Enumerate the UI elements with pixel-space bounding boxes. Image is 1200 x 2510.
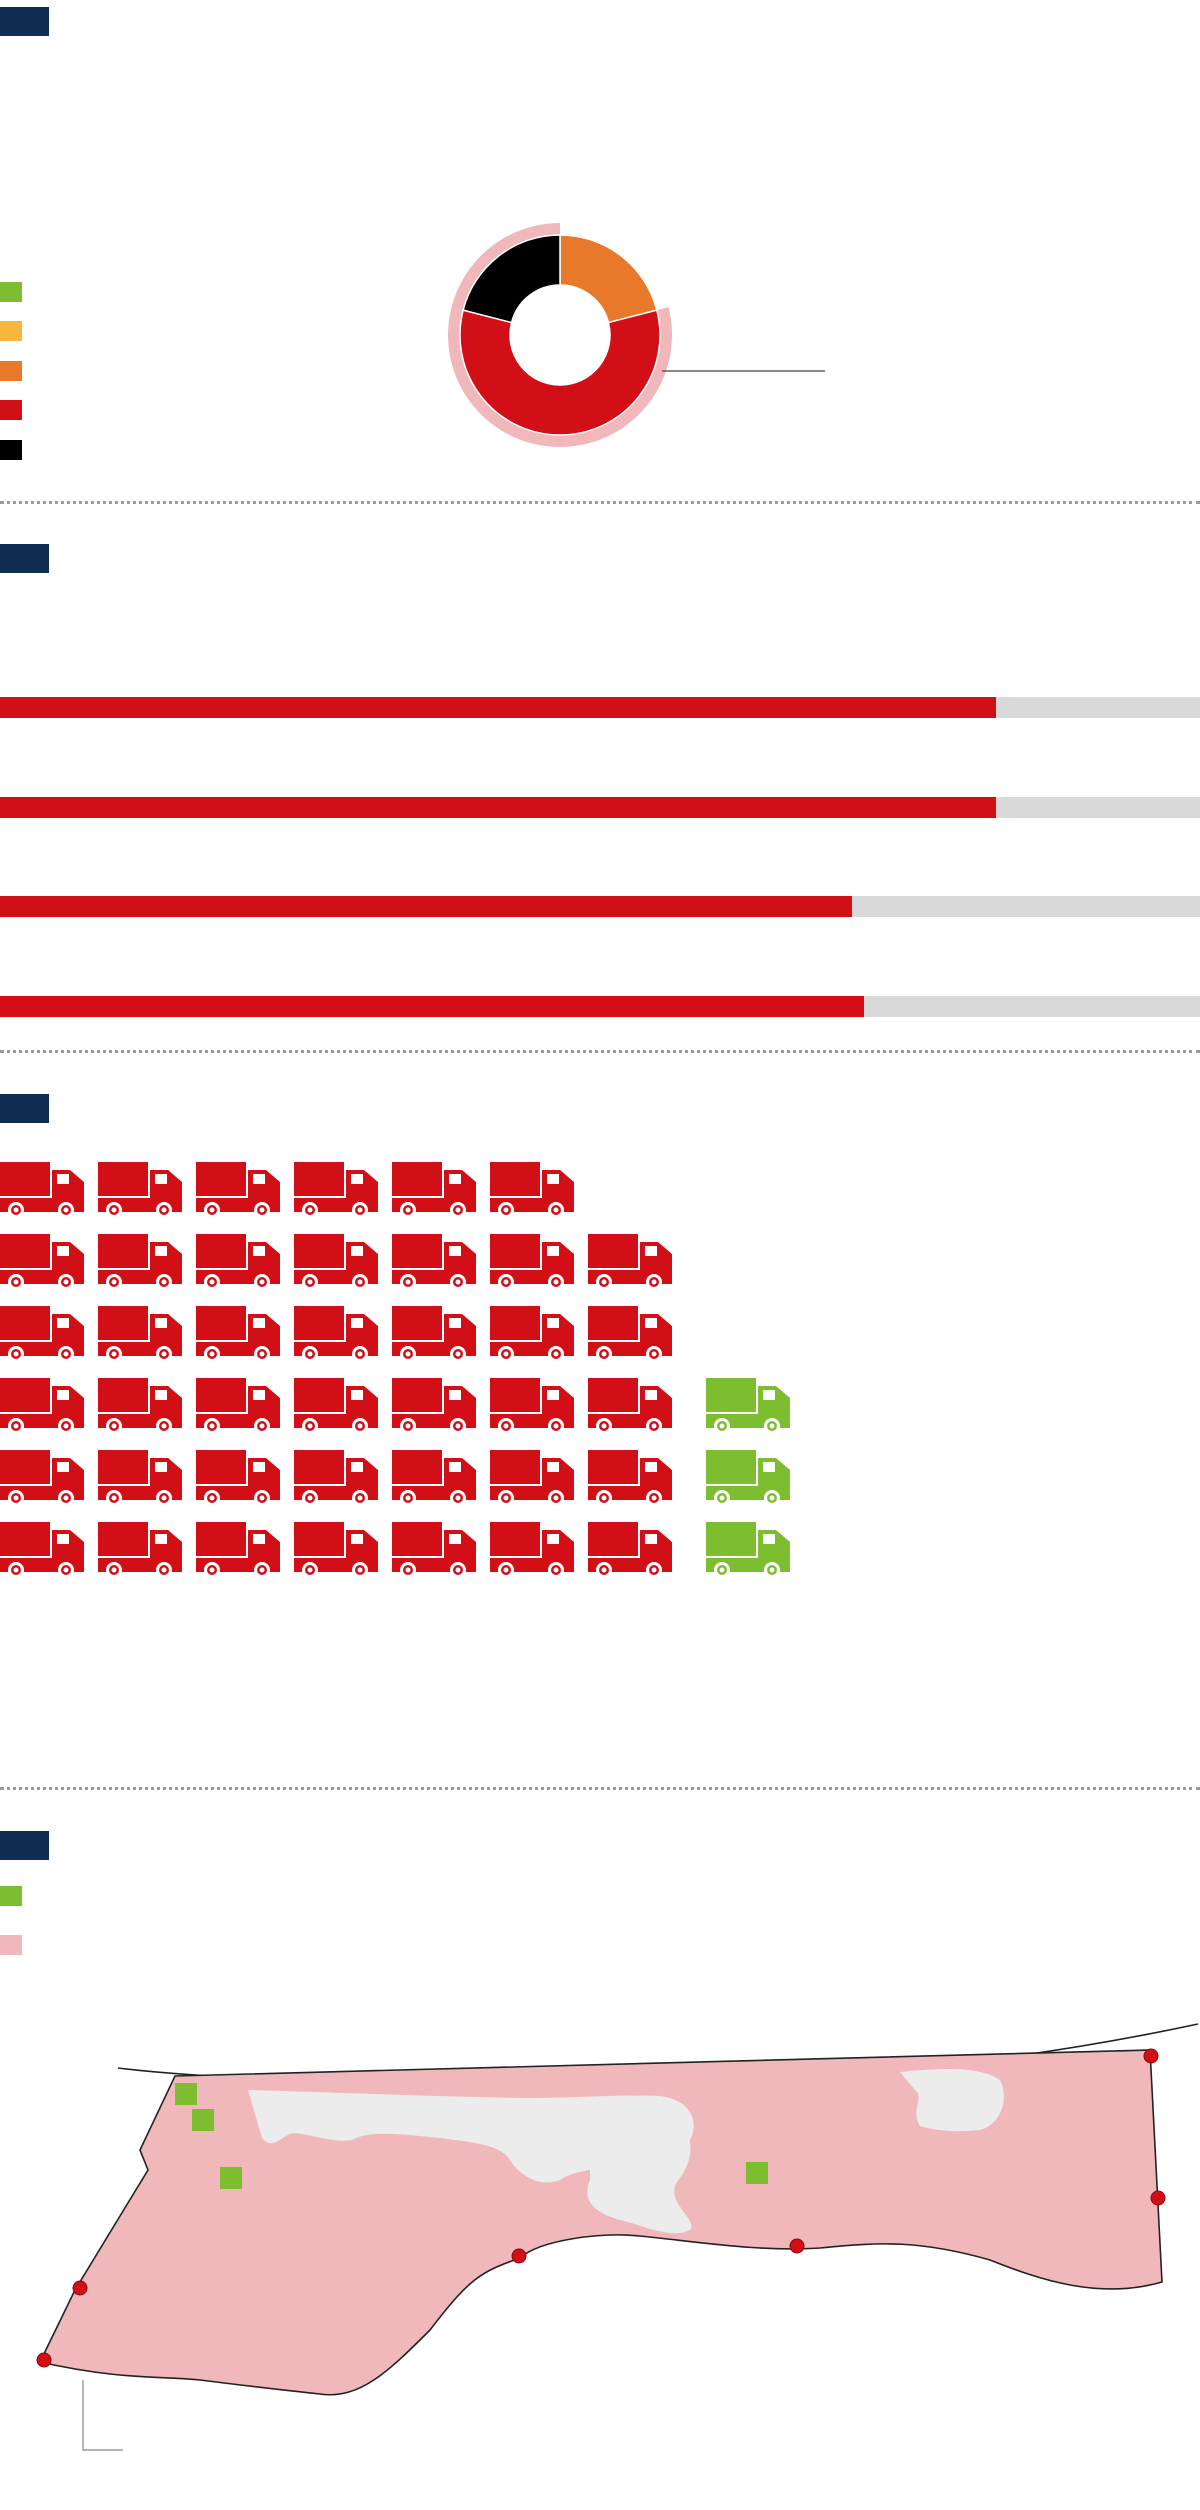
truck-icon-red [392, 1234, 476, 1290]
bar-track [0, 896, 1200, 917]
donut-slice-orange [559, 234, 658, 324]
truck-icon-red [294, 1162, 378, 1218]
truck-icon-red [490, 1306, 574, 1362]
truck-icon-green [706, 1522, 790, 1578]
donut-chart [448, 223, 825, 447]
bar-track [0, 697, 1200, 718]
map-marker-red [72, 2280, 88, 2296]
section-divider-2 [0, 1050, 1200, 1053]
legend-swatch-green [0, 1886, 22, 1906]
truck-icon-red [196, 1378, 280, 1434]
land-gray-2 [587, 2102, 692, 2234]
truck-icon-red [0, 1522, 84, 1578]
truck-icon-red [588, 1522, 672, 1578]
truck-icon-red [588, 1234, 672, 1290]
map-marker-green [220, 2167, 242, 2189]
truck-icon-red [196, 1522, 280, 1578]
section-divider-1 [0, 501, 1200, 504]
truck-icon-red [294, 1234, 378, 1290]
bar-fill [0, 896, 852, 917]
truck-pictogram [0, 1162, 790, 1578]
truck-icon-red [294, 1378, 378, 1434]
truck-icon-red [490, 1162, 574, 1218]
map-marker-green [746, 2162, 768, 2184]
map-marker-green [192, 2109, 214, 2131]
section-tag-4 [0, 1831, 49, 1860]
truck-icon-red [196, 1162, 280, 1218]
land-gray-3 [900, 2069, 1004, 2132]
truck-icon-red [588, 1306, 672, 1362]
bar-track [0, 996, 1200, 1017]
legend-swatch-orange [0, 361, 22, 381]
truck-icon-red [588, 1378, 672, 1434]
donut-slice-red [459, 309, 661, 436]
truck-icon-green [706, 1450, 790, 1506]
map-marker-red [789, 2238, 805, 2254]
section-divider-3 [0, 1787, 1200, 1790]
map-marker-red [1143, 2048, 1159, 2064]
truck-icon-red [98, 1234, 182, 1290]
truck-icon-red [392, 1522, 476, 1578]
section-tag-2 [0, 544, 49, 573]
legend-swatch-light-pink [0, 1935, 22, 1955]
section-tag-3 [0, 1094, 49, 1123]
bar-track [0, 797, 1200, 818]
map-marker-green [175, 2083, 197, 2105]
legend-swatch-black [0, 440, 22, 460]
bar-fill [0, 797, 996, 818]
land-gray-1 [248, 2090, 694, 2183]
bar-fill [0, 697, 996, 718]
map-marker-red [36, 2352, 52, 2368]
truck-icon-red [196, 1450, 280, 1506]
truck-icon-red [98, 1162, 182, 1218]
truck-icon-red [588, 1450, 672, 1506]
truck-icon-red [196, 1234, 280, 1290]
truck-icon-red [490, 1378, 574, 1434]
truck-icon-red [196, 1306, 280, 1362]
legend-swatch-green [0, 282, 22, 302]
truck-icon-red [0, 1450, 84, 1506]
truck-icon-red [98, 1450, 182, 1506]
truck-icon-red [294, 1306, 378, 1362]
truck-icon-red [0, 1234, 84, 1290]
truck-icon-red [490, 1522, 574, 1578]
truck-icon-red [0, 1378, 84, 1434]
truck-icon-red [0, 1306, 84, 1362]
truck-icon-red [392, 1450, 476, 1506]
truck-icon-red [294, 1450, 378, 1506]
map-marker-red [511, 2248, 527, 2264]
region-map [36, 2023, 1199, 2451]
truck-icon-red [0, 1162, 84, 1218]
truck-icon-green [706, 1378, 790, 1434]
truck-icon-red [392, 1306, 476, 1362]
truck-icon-red [490, 1450, 574, 1506]
bar-fill [0, 996, 864, 1017]
legend-swatch-yellow [0, 321, 22, 341]
truck-icon-red [98, 1378, 182, 1434]
section-tag-1 [0, 7, 49, 36]
truck-icon-red [294, 1522, 378, 1578]
truck-icon-red [98, 1306, 182, 1362]
legend-swatch-red [0, 400, 22, 420]
donut-slice-black [462, 234, 561, 324]
map-marker-red [1150, 2190, 1166, 2206]
truck-icon-red [392, 1162, 476, 1218]
truck-icon-red [490, 1234, 574, 1290]
truck-icon-red [392, 1378, 476, 1434]
callout-line [82, 2380, 123, 2451]
truck-icon-red [98, 1522, 182, 1578]
